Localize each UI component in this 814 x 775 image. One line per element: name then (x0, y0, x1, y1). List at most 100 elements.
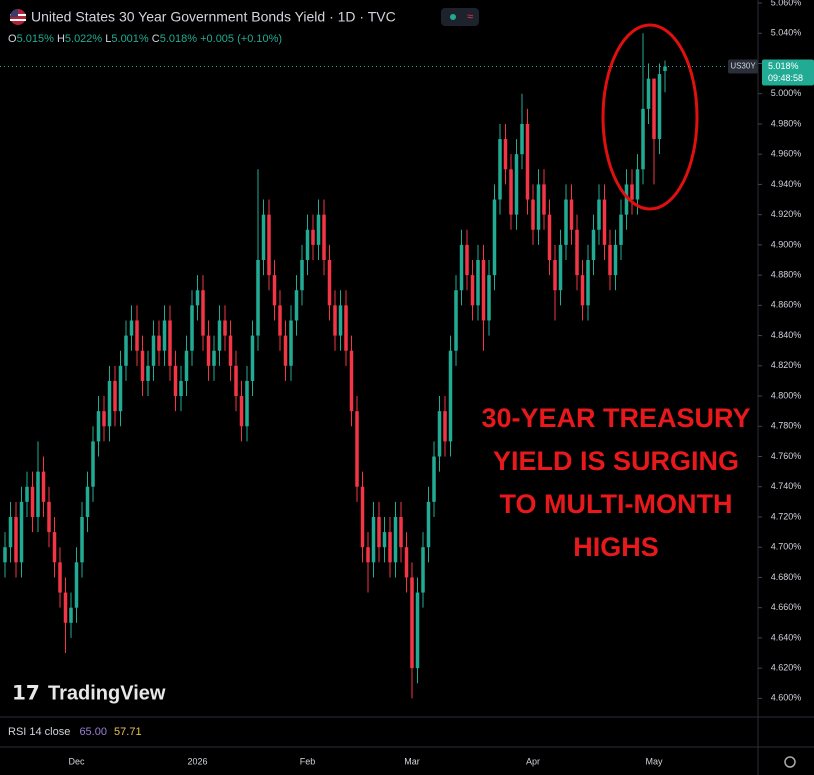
candle-body (85, 486, 90, 517)
candle-body (217, 320, 222, 351)
candle-body (344, 305, 348, 351)
x-tick-label: Apr (526, 756, 540, 766)
candle-body (91, 441, 95, 487)
candle-body (201, 290, 205, 336)
highlight-ellipse (601, 23, 699, 211)
y-tick-label: 4.740% (771, 481, 802, 491)
candle-body (102, 411, 106, 427)
candle-body (267, 214, 271, 276)
ohlc-value: 5.015% (17, 33, 55, 45)
candle-body (184, 350, 189, 381)
candle-body (294, 290, 299, 321)
candle-body (311, 229, 315, 245)
logo-mark: 𝟭𝟳 (12, 682, 40, 704)
candle-body (663, 66, 667, 72)
candle-body (179, 380, 183, 397)
candle-body (558, 244, 563, 291)
candle-body (498, 139, 502, 200)
candle-body (195, 290, 200, 306)
candle-body (223, 320, 227, 336)
candle-body (514, 154, 519, 215)
candle-body (624, 184, 629, 215)
status-dot (450, 14, 456, 20)
candle-body (140, 350, 145, 381)
candle-body (410, 577, 414, 669)
candle-body (520, 123, 524, 155)
watermark: TradingView (48, 682, 166, 704)
candle-body (487, 275, 491, 321)
candle-body (261, 214, 266, 260)
x-tick-label: Dec (68, 756, 85, 766)
candle-body (509, 169, 513, 215)
ohlc-key: H (57, 33, 65, 45)
candle-body (3, 547, 7, 563)
candle-body (597, 199, 601, 230)
change: +0.005 (+0.10%) (200, 33, 282, 45)
flag-stripe (10, 19, 26, 21)
candle-body (630, 184, 634, 200)
candle-body (69, 607, 73, 623)
x-tick-label: May (645, 756, 663, 766)
price-tag: 5.018% (768, 61, 799, 71)
y-tick-label: 4.880% (771, 269, 802, 279)
ohlc-key: O (8, 33, 17, 45)
candle-body (289, 320, 293, 366)
candle-body (525, 123, 530, 200)
candle-body (8, 516, 13, 548)
plot (3, 33, 667, 699)
candle-body (657, 74, 662, 140)
y-tick-label: 4.780% (771, 421, 802, 431)
status-badge (441, 8, 479, 26)
candle-body (300, 260, 304, 291)
candle-body (316, 214, 321, 245)
candle-body (41, 471, 46, 502)
y-tick-label: 4.800% (771, 390, 802, 400)
candle-body (36, 471, 40, 517)
candle-body (63, 592, 68, 623)
y-tick-label: 4.640% (771, 632, 802, 642)
x-tick-label: 2026 (187, 756, 207, 766)
candle-body (553, 260, 557, 291)
settings-icon[interactable] (784, 756, 796, 768)
candle-body (118, 365, 123, 412)
flag-canton (10, 9, 18, 17)
x-tick-label: Feb (300, 756, 316, 766)
candle-body (575, 229, 579, 276)
indicator-value: 57.71 (114, 726, 142, 738)
candle-body (426, 501, 431, 548)
candle-body (305, 229, 310, 260)
ohlc-key: C (152, 33, 160, 45)
candle-body (256, 260, 260, 336)
candle-body (228, 335, 233, 366)
candle-body (151, 335, 156, 366)
candle-body (437, 411, 442, 457)
candle-body (157, 335, 161, 351)
candle-body (371, 516, 376, 563)
candle-body (481, 260, 486, 321)
y-tick-label: 4.860% (771, 300, 802, 310)
candle-body (536, 184, 541, 230)
candle-body (113, 380, 117, 412)
candle-body (212, 350, 216, 366)
candle-body (377, 516, 381, 548)
y-tick-label: 4.820% (771, 360, 802, 370)
candle-body (586, 260, 590, 306)
candle-body (355, 411, 359, 487)
candle-body (399, 516, 403, 548)
candle-body (272, 275, 277, 306)
y-tick-label: 5.060% (771, 0, 802, 7)
annotation: 30-YEAR TREASURY (481, 403, 750, 433)
candle-body (602, 199, 607, 245)
candle-body (173, 365, 178, 397)
y-tick-label: 4.620% (771, 663, 802, 673)
y-tick-label: 4.980% (771, 118, 802, 128)
x-tick-label: Mar (404, 756, 420, 766)
candle-body (146, 365, 150, 381)
candle-body (278, 305, 282, 336)
candle-body (96, 411, 101, 442)
candle-body (250, 335, 255, 381)
candle-body (619, 214, 623, 245)
y-tick-label: 4.960% (771, 149, 802, 159)
